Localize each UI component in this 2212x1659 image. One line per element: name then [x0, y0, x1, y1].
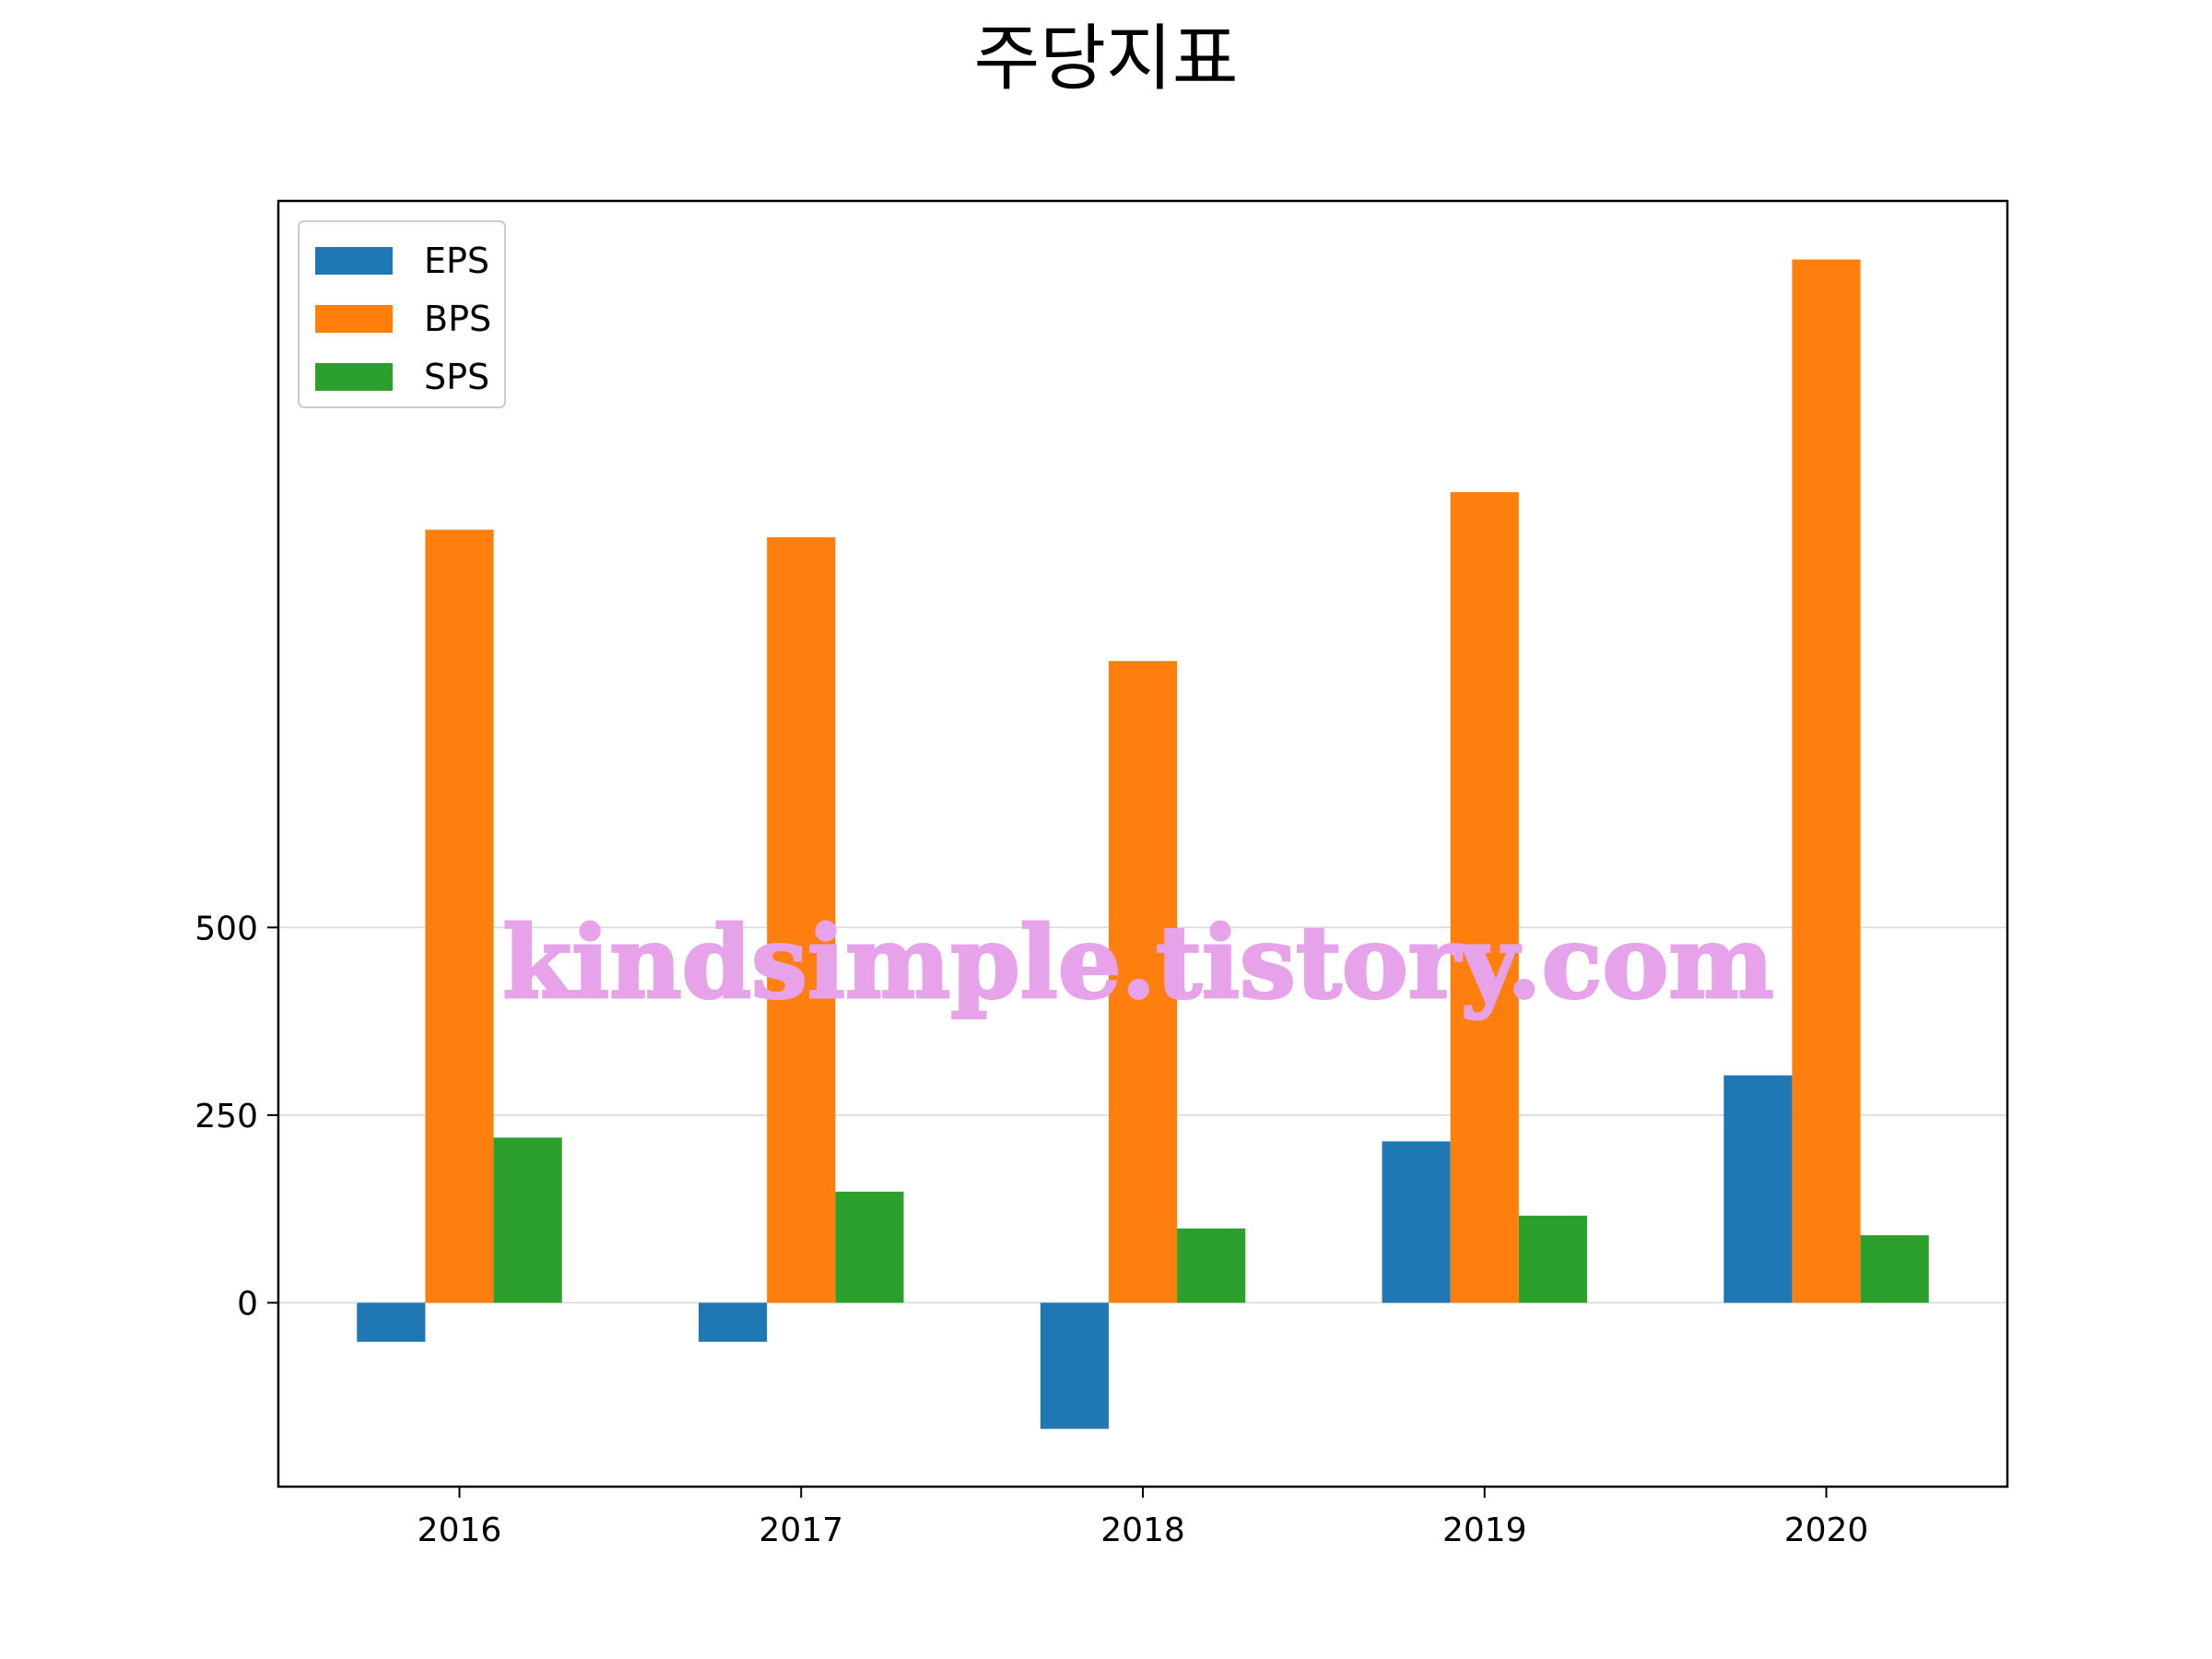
- legend-label-eps: EPS: [424, 241, 489, 281]
- y-tick-label: 250: [194, 1098, 258, 1135]
- x-tick-label: 2019: [1442, 1512, 1527, 1549]
- bar-eps-2016: [357, 1302, 426, 1342]
- legend-swatch-eps: [315, 247, 393, 275]
- bar-bps-2016: [425, 529, 494, 1303]
- legend-swatch-sps: [315, 363, 393, 391]
- bar-eps-2017: [699, 1302, 768, 1342]
- bar-bps-2019: [1450, 491, 1519, 1303]
- legend-label-bps: BPS: [424, 299, 491, 339]
- y-tick-label: 500: [194, 910, 258, 947]
- bar-sps-2017: [835, 1191, 904, 1303]
- y-tick-label: 0: [237, 1285, 258, 1323]
- bar-eps-2018: [1040, 1302, 1109, 1430]
- bar-bps-2020: [1792, 259, 1861, 1303]
- bar-eps-2019: [1382, 1141, 1451, 1303]
- axes: 0 250 500 2016 2017 2018 2019 2020: [194, 199, 2009, 1549]
- x-tick-label: 2016: [418, 1512, 502, 1549]
- bar-sps-2019: [1518, 1216, 1587, 1303]
- legend-swatch-bps: [315, 305, 393, 333]
- x-tick-label: 2020: [1784, 1512, 1869, 1549]
- bar-bps-2017: [767, 536, 836, 1303]
- bar-sps-2016: [493, 1137, 562, 1303]
- bar-sps-2020: [1860, 1235, 1929, 1303]
- legend: EPS BPS SPS: [298, 220, 506, 408]
- x-tick-label: 2017: [759, 1512, 843, 1549]
- chart-title: 주당지표: [973, 18, 1238, 100]
- x-tick-label: 2018: [1100, 1512, 1185, 1549]
- bar-eps-2020: [1724, 1075, 1793, 1303]
- legend-label-sps: SPS: [424, 357, 489, 397]
- watermark: kindsimple.tistory.com: [502, 905, 1773, 1021]
- bar-sps-2018: [1177, 1228, 1246, 1303]
- bar-bps-2018: [1108, 661, 1178, 1303]
- bars: [357, 259, 1929, 1430]
